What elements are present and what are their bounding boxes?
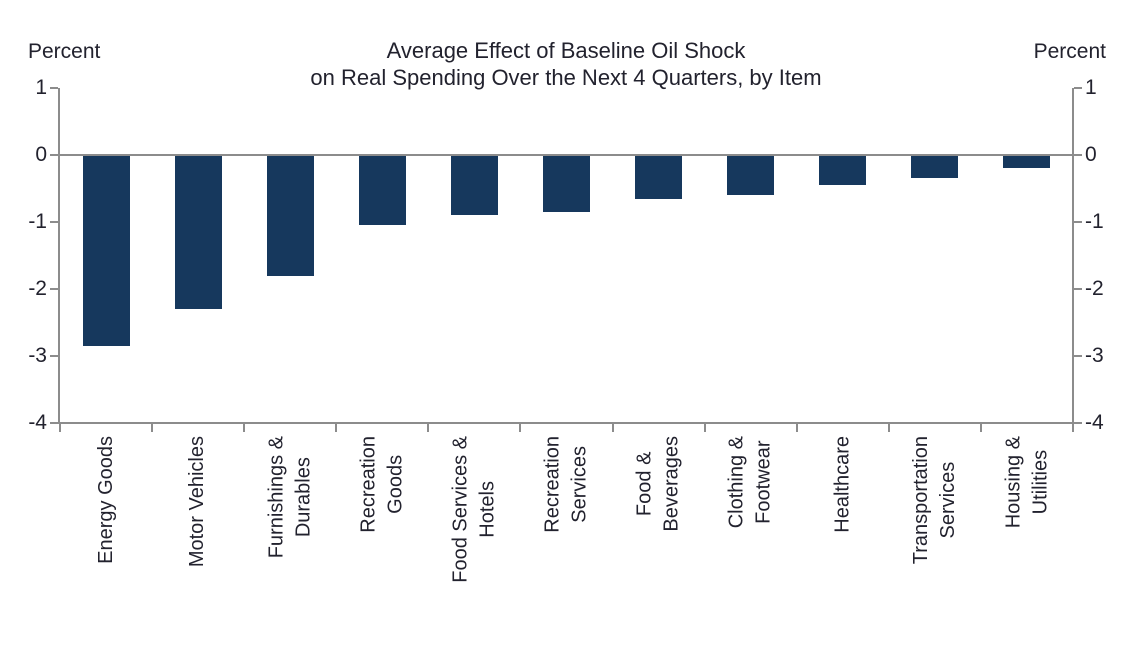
bar-food-services-hotels [450,155,498,216]
x-boundary-tick-2 [243,424,246,432]
y-tick-right--4 [1074,422,1082,424]
chart-title-line-1: Average Effect of Baseline Oil Shock [386,38,746,63]
bar-housing-utilities [1003,155,1051,169]
chart-title: Average Effect of Baseline Oil Shock on … [0,37,1132,91]
x-boundary-tick-4 [427,424,430,432]
y-tick-left--3 [50,355,58,357]
y-tick-label-right--1: -1 [1085,210,1104,233]
x-label-food-services-hotels: Food Services & Hotels [449,436,499,583]
y-tick-label-right--2: -2 [1085,277,1104,300]
y-tick-label-right--3: -3 [1085,344,1104,367]
x-label-energy-goods: Energy Goods [94,436,117,564]
y-tick-label-left--3: -3 [28,344,47,367]
x-label-food-beverages: Food & Beverages [633,436,683,532]
bar-recreation-services [543,155,590,212]
y-axis-left [58,88,60,424]
bar-clothing-footwear [727,155,775,196]
bar-food-beverages [635,155,683,199]
y-tick-left-0 [50,154,58,156]
x-label-healthcare: Healthcare [831,436,854,533]
x-boundary-tick-9 [887,424,890,432]
x-boundary-tick-6 [611,424,614,432]
x-boundary-tick-7 [703,424,706,432]
zero-line [60,154,1073,156]
x-label-recreation-services: Recreation Services [541,436,591,533]
bar-healthcare [819,155,867,186]
y-tick-right-0 [1074,154,1082,156]
y-tick-left--1 [50,221,58,223]
y-tick-label-right-1: 1 [1085,76,1097,99]
x-boundary-tick-5 [519,424,522,432]
y-tick-label-right--4: -4 [1085,411,1104,434]
y-tick-label-left--4: -4 [28,411,47,434]
chart-title-line-2: on Real Spending Over the Next 4 Quarter… [310,65,822,90]
x-axis [58,422,1074,424]
y-tick-right--3 [1074,355,1082,357]
y-axis-title-right: Percent [1033,40,1106,63]
y-tick-left--4 [50,422,58,424]
bar-furnishings-durables [266,155,314,276]
x-boundary-tick-11 [1072,424,1074,432]
y-tick-label-right-0: 0 [1085,143,1097,166]
bar-motor-vehicles [174,155,222,310]
y-tick-left-1 [50,87,58,89]
y-tick-label-left--2: -2 [28,277,47,300]
y-axis-title-left: Percent [28,40,101,63]
x-boundary-tick-10 [979,424,982,432]
y-tick-right--2 [1074,288,1082,290]
y-tick-right-1 [1074,87,1082,89]
x-label-recreation-goods: Recreation Goods [357,436,407,533]
y-tick-label-left-0: 0 [35,143,47,166]
x-label-housing-utilities: Housing & Utilities [1001,436,1051,529]
y-tick-left--2 [50,288,58,290]
x-label-motor-vehicles: Motor Vehicles [186,436,209,568]
bar-transportation-services [911,155,959,179]
y-tick-label-left-1: 1 [35,76,47,99]
y-tick-label-left--1: -1 [28,210,47,233]
x-boundary-tick-1 [151,424,154,432]
x-boundary-tick-3 [335,424,338,432]
x-label-clothing-footwear: Clothing & Footwear [725,436,775,529]
y-axis-right [1072,88,1074,424]
y-tick-right--1 [1074,221,1082,223]
x-label-transportation-services: Transportation Services [909,436,959,565]
bar-energy-goods [82,155,130,346]
x-boundary-tick-0 [59,424,61,432]
x-boundary-tick-8 [795,424,798,432]
bar-recreation-goods [358,155,406,226]
x-label-furnishings-durables: Furnishings & Durables [265,436,315,559]
